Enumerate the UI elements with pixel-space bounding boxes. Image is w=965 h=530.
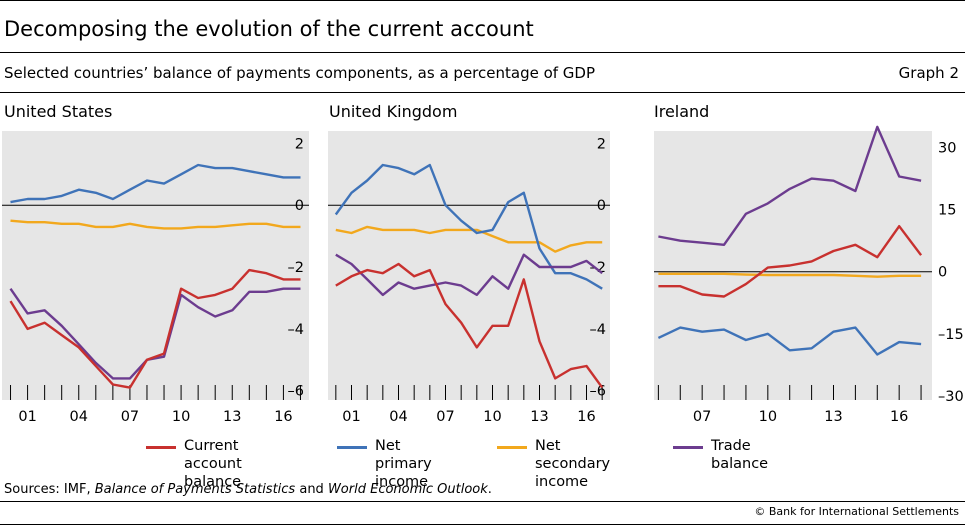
y-tick-label-ireland: 30 bbox=[938, 141, 956, 157]
source-weo: World Economic Outlook bbox=[327, 482, 488, 497]
x-tick-label-united-states: 13 bbox=[223, 409, 241, 425]
y-tick-label-ireland: –15 bbox=[938, 327, 964, 343]
top-rule bbox=[0, 0, 965, 1]
y-tick-label-united-states: 2 bbox=[295, 136, 304, 152]
y-tick-label-united-states: –6 bbox=[288, 384, 304, 400]
x-tick-label-united-states: 01 bbox=[18, 409, 36, 425]
series-line-ireland-net-primary-income bbox=[657, 326, 922, 356]
y-tick-label-united-states: –2 bbox=[288, 260, 304, 276]
series-line-ireland-trade-balance bbox=[658, 125, 922, 247]
footer-rule bbox=[0, 501, 965, 502]
series-line-ireland-net-secondary-income bbox=[658, 272, 922, 278]
x-tick-label-united-kingdom: 10 bbox=[483, 409, 501, 425]
graph-number: Graph 2 bbox=[898, 64, 959, 82]
legend-label-net-secondary-line2: income bbox=[535, 474, 589, 490]
series-line-united-kingdom-trade-balance bbox=[335, 253, 603, 297]
legend-label-current-account-line1: Current account bbox=[184, 438, 242, 472]
y-tick-label-united-kingdom: –4 bbox=[590, 322, 606, 338]
series-line-united-kingdom-net-secondary-income bbox=[335, 225, 603, 253]
x-tick-label-united-states: 16 bbox=[274, 409, 292, 425]
x-tick-label-ireland: 10 bbox=[759, 409, 777, 425]
series-line-united-states-net-secondary-income bbox=[10, 219, 301, 230]
legend-swatch-net-secondary bbox=[497, 446, 527, 449]
subtitle-rule bbox=[0, 92, 965, 93]
x-tick-label-united-kingdom: 16 bbox=[577, 409, 595, 425]
y-tick-label-ireland: 15 bbox=[938, 203, 956, 219]
legend-label-trade-balance: Trade balance bbox=[711, 438, 769, 472]
x-tick-label-ireland: 16 bbox=[890, 409, 908, 425]
series-line-ireland-current-account-balance bbox=[658, 224, 923, 298]
y-tick-label-ireland: 0 bbox=[938, 265, 947, 281]
sources-note: Sources: IMF, Balance of Payments Statis… bbox=[4, 482, 492, 497]
legend-swatch-trade-balance bbox=[673, 446, 703, 449]
x-tick-label-ireland: 07 bbox=[693, 409, 711, 425]
y-tick-label-united-kingdom: 2 bbox=[597, 136, 606, 152]
series-line-united-states-net-primary-income bbox=[10, 163, 301, 204]
panel-title-united-states: United States bbox=[4, 102, 113, 121]
source-bop-statistics: Balance of Payments Statistics bbox=[94, 482, 296, 497]
y-tick-label-united-kingdom: –6 bbox=[590, 384, 606, 400]
series-line-united-kingdom-current-account-balance bbox=[335, 262, 604, 389]
x-tick-label-united-kingdom: 07 bbox=[436, 409, 454, 425]
panel-title-ireland: Ireland bbox=[654, 102, 710, 121]
legend-swatch-current-account bbox=[146, 446, 176, 449]
series-line-united-kingdom-net-primary-income bbox=[334, 163, 603, 290]
series-line-united-states-trade-balance bbox=[9, 287, 301, 380]
plot-area-united-kingdom bbox=[328, 131, 610, 400]
x-tick-label-united-kingdom: 01 bbox=[342, 409, 360, 425]
graph-subtitle: Selected countries’ balance of payments … bbox=[4, 64, 596, 82]
y-tick-label-united-kingdom: 0 bbox=[597, 198, 606, 214]
x-tick-label-united-states: 07 bbox=[121, 409, 139, 425]
title-rule bbox=[0, 52, 965, 53]
x-tick-label-ireland: 13 bbox=[824, 409, 842, 425]
y-tick-label-united-states: 0 bbox=[295, 198, 304, 214]
y-tick-label-ireland: –30 bbox=[938, 389, 964, 405]
y-tick-label-united-states: –4 bbox=[288, 322, 304, 338]
copyright: © Bank for International Settlements bbox=[754, 505, 959, 518]
bottom-rule bbox=[0, 524, 965, 525]
legend-label-net-primary-line2: income bbox=[375, 474, 429, 490]
x-tick-label-united-states: 10 bbox=[172, 409, 190, 425]
charts-canvas: 2 0 –2 –4 –6 01 04 07 10 13 16 2 0 –2 –4 –6 01 04 07 10 13 16… bbox=[2, 125, 964, 425]
legend-label-current-account-line2: balance bbox=[184, 474, 242, 490]
graph-title: Decomposing the evolution of the current… bbox=[4, 17, 534, 41]
x-tick-label-united-states: 04 bbox=[70, 409, 88, 425]
legend-label-net-primary-line1: Net primary bbox=[375, 438, 432, 472]
legend-label-net-secondary-line1: Net secondary bbox=[535, 438, 611, 472]
legend-swatch-net-primary bbox=[337, 446, 367, 449]
x-tick-label-united-kingdom: 04 bbox=[389, 409, 407, 425]
x-tick-label-united-kingdom: 13 bbox=[530, 409, 548, 425]
panel-title-united-kingdom: United Kingdom bbox=[329, 102, 458, 121]
series-line-united-states-current-account-balance bbox=[9, 268, 301, 389]
y-tick-label-united-kingdom: –2 bbox=[590, 260, 606, 276]
plot-area-united-states bbox=[2, 131, 309, 400]
